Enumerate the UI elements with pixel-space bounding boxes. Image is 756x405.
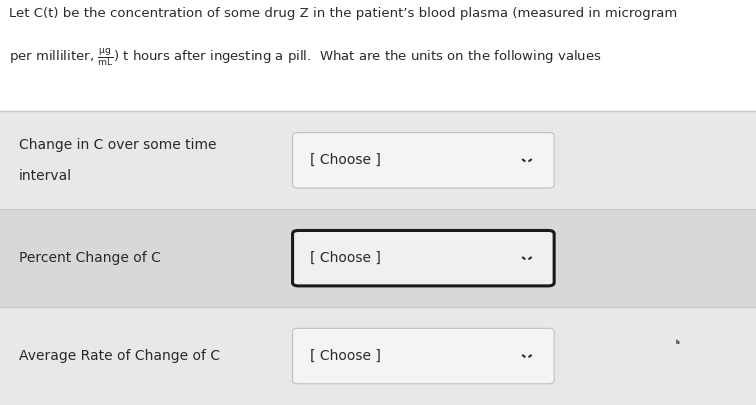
FancyBboxPatch shape [0,307,756,405]
FancyBboxPatch shape [293,132,554,188]
Text: Let C(t) be the concentration of some drug Z in the patient’s blood plasma (meas: Let C(t) be the concentration of some dr… [9,7,677,20]
FancyBboxPatch shape [0,209,756,307]
Polygon shape [677,340,680,344]
Text: Average Rate of Change of C: Average Rate of Change of C [19,349,220,363]
Text: Percent Change of C: Percent Change of C [19,251,161,265]
Text: [ Choose ]: [ Choose ] [310,251,381,265]
FancyBboxPatch shape [0,0,756,111]
FancyBboxPatch shape [0,111,756,209]
Text: Change in C over some time: Change in C over some time [19,138,216,152]
Text: interval: interval [19,169,72,183]
Text: [ Choose ]: [ Choose ] [310,153,381,167]
Text: [ Choose ]: [ Choose ] [310,349,381,363]
FancyBboxPatch shape [293,328,554,384]
Text: per milliliter, $\mathregular{\frac{\mu g}{mL}}$) t hours after ingesting a pill: per milliliter, $\mathregular{\frac{\mu … [9,47,602,68]
FancyBboxPatch shape [293,230,554,286]
